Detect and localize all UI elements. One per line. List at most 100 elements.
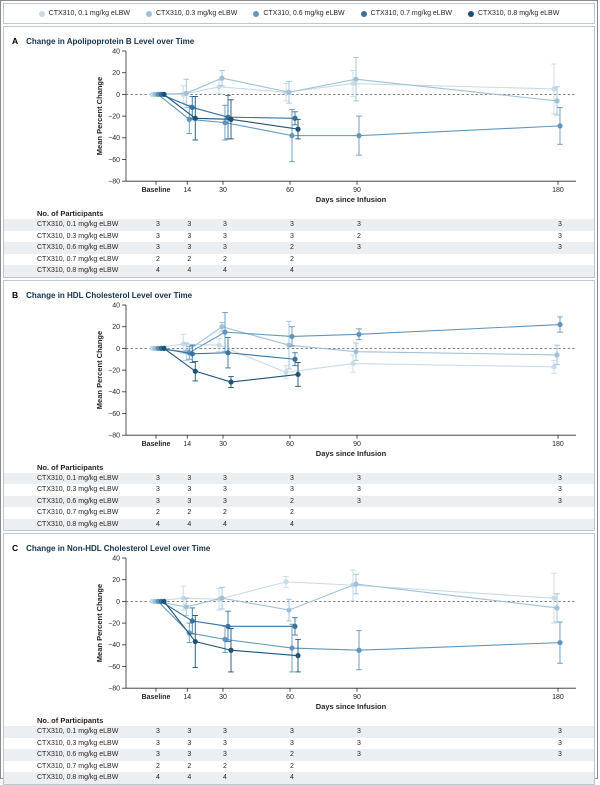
participants-table-header: No. of Participants [37, 462, 104, 472]
participant-count: 3 [187, 221, 192, 228]
panel-b: B Change in HDL Cholesterol Level over Ti… [3, 279, 595, 531]
participant-count: 3 [558, 474, 562, 482]
data-point [228, 647, 234, 653]
series-4 [158, 91, 298, 140]
table-row-label: CTX310, 0.8 mg/kg eLBW [37, 774, 119, 781]
legend-item: CTX310, 0.3 mg/kg eLBW [146, 10, 237, 17]
x-axis-title: Days since Infusion [315, 702, 387, 711]
participant-count: 3 [558, 497, 562, 505]
data-point [189, 618, 195, 624]
data-point [557, 321, 563, 327]
data-point [353, 76, 359, 82]
legend-item-label: CTX310, 0.8 mg/kg eLBW [477, 10, 560, 17]
y-tick-label: 20 [112, 324, 120, 331]
y-axis-label: Mean Percent Change [95, 584, 104, 662]
participant-count: 4 [156, 267, 160, 274]
series-marker-icon [253, 10, 260, 17]
participant-count: 3 [223, 751, 227, 758]
panel-letter: B [12, 289, 19, 300]
participant-count: 3 [187, 474, 192, 482]
series-1 [149, 63, 557, 115]
data-point [292, 623, 298, 629]
data-point [356, 331, 362, 337]
table-row-label: CTX310, 0.1 mg/kg eLBW [37, 728, 119, 735]
participant-count: 4 [156, 520, 160, 528]
participant-count: 3 [187, 739, 192, 747]
data-point [356, 647, 362, 653]
data-point [225, 623, 231, 629]
table-row: CTX310, 0.7 mg/kg eLBW 2 2 2 2 [4, 507, 594, 519]
y-tick-label: −60 [108, 410, 120, 417]
data-point [554, 605, 560, 611]
data-point [286, 607, 292, 613]
participant-count: 2 [187, 762, 192, 770]
participant-count: 3 [156, 751, 160, 758]
participant-count: 3 [223, 486, 227, 493]
panel-title: Change in HDL Cholesterol Level over Tim… [26, 290, 193, 300]
participant-count: 3 [223, 474, 227, 482]
participants-table: No. of Participants CTX310, 0.1 mg/kg eLB… [4, 461, 594, 530]
participant-count: 3 [223, 244, 227, 251]
series-marker-icon [38, 10, 45, 17]
series-line [163, 347, 299, 383]
participant-count: 3 [187, 751, 192, 758]
x-tick-label: 180 [552, 441, 564, 448]
table-row: CTX310, 0.6 mg/kg eLBW 3 3 3 2 3 3 [4, 242, 594, 254]
data-point [222, 636, 228, 642]
participant-count: 3 [156, 497, 160, 505]
panel-title: Change in Non-HDL Cholesterol Level over… [26, 544, 211, 553]
series-line [160, 347, 296, 360]
participant-count: 3 [357, 474, 361, 482]
data-point [161, 91, 167, 97]
participant-count: 3 [156, 244, 160, 251]
participant-count: 2 [187, 255, 192, 263]
table-row-label: CTX310, 0.7 mg/kg eLBW [37, 255, 119, 263]
x-tick-label: 30 [219, 187, 227, 194]
panel-title-row: C Change in Non-HDL Cholesterol Level ove… [4, 534, 594, 553]
participant-count: 4 [187, 520, 192, 528]
data-point [228, 116, 234, 122]
x-tick-label: Baseline [142, 187, 171, 194]
participant-count: 2 [156, 762, 160, 770]
chart-b: Mean Percent Change 40 20 0 −20 −40 −60 −80 Base… [95, 302, 576, 448]
series-line [151, 343, 555, 373]
data-point [286, 342, 292, 348]
data-point [183, 90, 189, 96]
series-line [154, 77, 558, 102]
x-tick-label: 30 [219, 694, 227, 701]
participant-count: 3 [290, 728, 294, 735]
x-tick-label: 14 [183, 694, 191, 701]
data-point [557, 123, 563, 129]
participant-count: 3 [558, 221, 562, 228]
series-line [160, 93, 296, 119]
participant-count: 3 [187, 497, 192, 505]
chart-c: Mean Percent Change 40 20 0 −20 −40 −60 −80 Base… [95, 555, 576, 701]
participant-count: 2 [187, 509, 192, 516]
participant-count: 3 [357, 728, 361, 735]
data-point [289, 645, 295, 651]
participant-count: 3 [558, 739, 562, 747]
series-marker-icon [146, 10, 152, 17]
participant-count: 2 [290, 244, 294, 251]
panels-container: A Change in Apolipoprotein B Level over T… [3, 26, 595, 785]
participant-count: 2 [290, 509, 294, 516]
table-row: CTX310, 0.6 mg/kg eLBW 3 3 3 2 3 3 [4, 749, 594, 761]
participant-count: 4 [223, 267, 227, 274]
data-point [353, 348, 359, 354]
participant-count: 3 [290, 739, 294, 747]
participant-count: 4 [290, 774, 294, 781]
table-row-label: CTX310, 0.6 mg/kg eLBW [37, 244, 119, 251]
x-tick-label: 90 [353, 187, 361, 194]
participant-count: 3 [187, 232, 192, 240]
data-point [292, 356, 298, 362]
participant-count: 3 [290, 232, 294, 240]
participant-count: 4 [156, 774, 160, 781]
series-marker-icon [467, 10, 474, 17]
participant-count: 2 [290, 751, 294, 758]
y-tick-label: 0 [116, 92, 120, 99]
participant-count: 3 [187, 244, 192, 251]
y-tick-label: 20 [112, 70, 120, 77]
x-axis-title: Days since Infusion [315, 195, 387, 204]
data-point [289, 333, 295, 339]
